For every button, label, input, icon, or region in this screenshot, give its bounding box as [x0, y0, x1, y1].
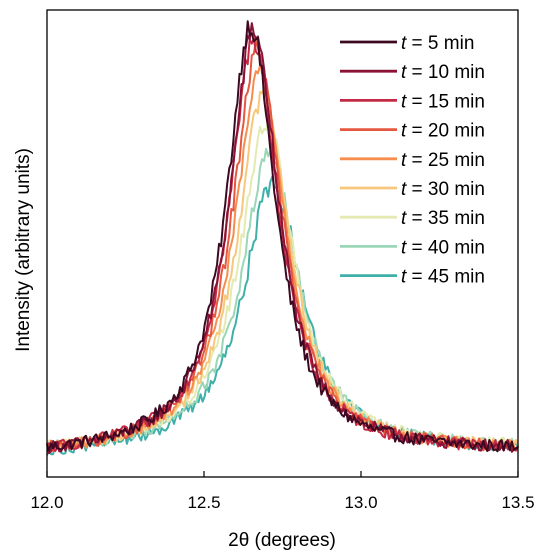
x-tick-label: 12.5 — [187, 493, 220, 512]
legend-variable: t — [401, 121, 407, 142]
x-axis-title: 2θ (degrees) — [228, 530, 336, 551]
legend-variable: t — [401, 237, 407, 258]
legend-variable: t — [401, 33, 407, 54]
legend-value: = 5 min — [406, 33, 474, 54]
series-line — [46, 40, 519, 453]
legend-value: = 30 min — [406, 179, 485, 200]
legend-value: = 15 min — [406, 91, 485, 112]
legend-value: = 40 min — [406, 237, 485, 258]
series-line — [46, 20, 519, 453]
x-tick-label: 13.5 — [501, 493, 534, 512]
x-ticks: 12.0 12.5 13.0 13.5 — [30, 471, 535, 512]
legend-value: = 25 min — [406, 150, 485, 171]
legend-label: t = 10 min — [401, 62, 485, 83]
legend-label: t = 25 min — [401, 150, 485, 171]
legend-label: t = 30 min — [401, 179, 485, 200]
legend-label: t = 45 min — [401, 267, 485, 288]
legend-variable: t — [401, 62, 407, 83]
plot-frame — [46, 9, 519, 478]
series-layer — [46, 20, 519, 456]
legend-variable: t — [401, 150, 407, 171]
legend-label: t = 5 min — [401, 33, 474, 54]
legend-label: t = 15 min — [401, 91, 485, 112]
legend-label: t = 35 min — [401, 208, 485, 229]
x-tick-label: 12.0 — [30, 493, 63, 512]
legend-value: = 35 min — [406, 208, 485, 229]
legend-value: = 20 min — [406, 121, 485, 142]
legend-value: = 10 min — [406, 62, 485, 83]
legend-variable: t — [401, 267, 407, 288]
legend-label: t = 40 min — [401, 237, 485, 258]
legend-variable: t — [401, 208, 407, 229]
x-tick-label: 13.0 — [344, 493, 377, 512]
legend-value: = 45 min — [406, 267, 485, 288]
series-line — [46, 87, 519, 453]
legend-variable: t — [401, 91, 407, 112]
legend-label: t = 20 min — [401, 121, 485, 142]
y-axis-title: Intensity (arbitrary units) — [13, 148, 34, 352]
legend-variable: t — [401, 179, 407, 200]
